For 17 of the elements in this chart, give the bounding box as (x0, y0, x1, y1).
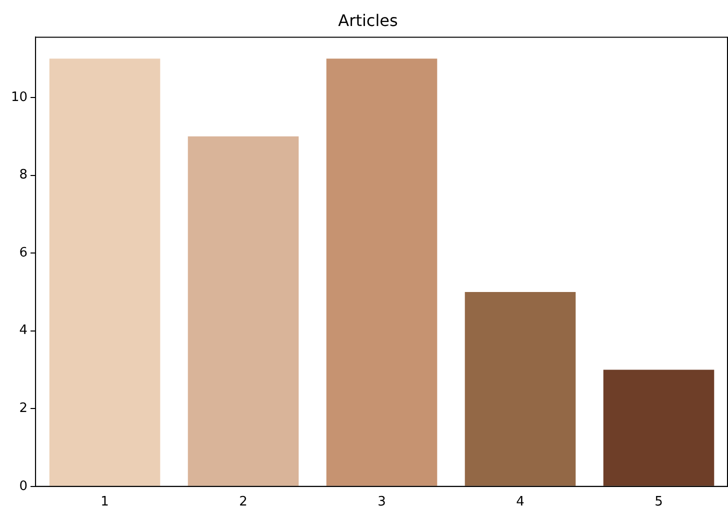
x-tick-label: 2 (239, 494, 248, 510)
y-tick-label: 0 (19, 478, 28, 494)
y-tick-label: 10 (10, 90, 28, 105)
x-tick-label: 4 (516, 494, 524, 510)
bar (49, 58, 160, 486)
x-tick-label: 5 (654, 494, 663, 510)
y-tick-label: 6 (19, 245, 28, 260)
bar (464, 292, 576, 486)
x-tick-label: 1 (100, 494, 109, 510)
bar (188, 136, 299, 486)
bar (603, 370, 714, 486)
y-tick-label: 4 (19, 323, 28, 338)
chart-title: Articles (338, 10, 398, 30)
y-tick-label: 2 (19, 400, 28, 416)
bar (326, 58, 438, 486)
y-tick-label: 8 (19, 168, 28, 183)
x-tick-label: 3 (378, 494, 386, 510)
